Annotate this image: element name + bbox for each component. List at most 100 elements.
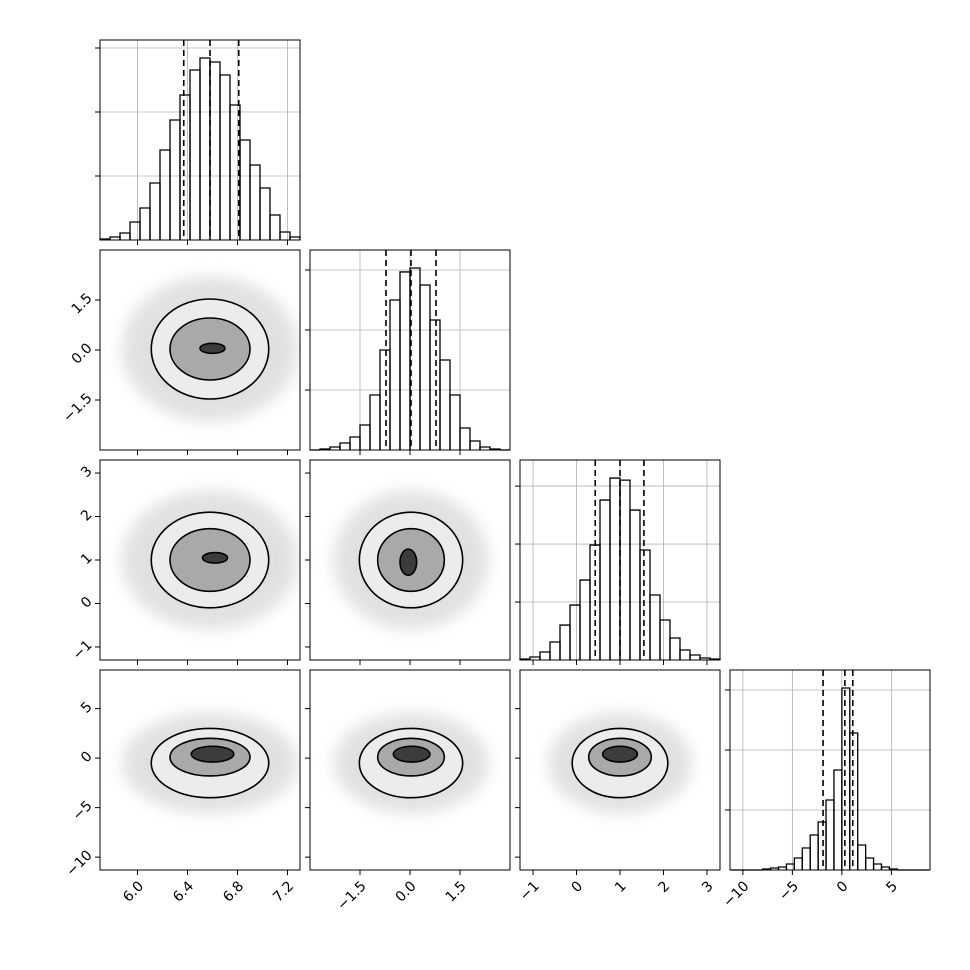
histogram-bin [539,651,551,660]
histogram-bin [149,182,161,240]
histogram-bin [659,619,671,660]
density-panel [121,276,299,422]
y-tick-label: 1 [78,550,96,568]
histogram-bin [239,139,251,240]
histogram-bin [669,637,681,660]
histogram-bin [369,394,381,450]
histogram-bin [279,231,291,240]
histogram-panel [725,670,930,871]
x-tick-label: −1 [517,878,543,904]
y-tick-label: −10 [63,847,95,879]
histogram-bin [189,69,201,240]
panel-frame [99,669,301,871]
histogram-bin [379,349,391,450]
histogram-bin [639,549,651,660]
contour [601,745,639,763]
histogram-panel [515,460,721,660]
histogram-bin [469,440,481,450]
x-tick-label: −10 [720,878,752,910]
histogram-bin [119,232,131,240]
histogram-bin [459,427,471,450]
density-panel [548,712,692,814]
histogram-bin [419,284,431,450]
contour [190,745,235,763]
histogram-bin [649,594,661,660]
y-tick-label: 0.0 [69,340,96,367]
histogram-bin [629,509,641,660]
x-tick-label: 7.2 [270,878,297,905]
x-tick-label: 1 [612,878,630,896]
histogram-bin [259,187,271,240]
histogram-bin [569,604,581,660]
histogram-bin [817,821,827,870]
x-tick-label: −5 [776,878,802,904]
density-panel [121,490,299,630]
histogram-bin [179,94,191,240]
panel-frame [729,669,931,871]
histogram-bin [864,857,875,870]
density-panel [333,490,489,630]
histogram-bin [549,641,561,660]
histogram-bin [449,394,461,450]
x-tick-label: 0.0 [393,878,420,905]
histogram-bin [359,424,371,450]
y-tick-label: 2 [78,507,96,525]
x-tick-label: −1.5 [334,878,369,913]
histogram-bin [809,834,819,870]
histogram-bin [872,863,883,870]
y-tick-label: 0 [78,594,96,612]
histogram-bin [139,207,151,240]
density-panel [121,712,299,814]
histogram-bin [849,732,859,870]
histogram-bin [439,359,451,450]
histogram-bin [579,579,591,660]
contour [392,745,431,763]
histogram-bin [689,654,701,660]
x-tick-label: 6.0 [120,878,147,905]
histogram-bin [129,221,141,240]
x-tick-label: 5 [883,878,901,896]
histogram-panel [305,250,510,451]
y-tick-label: 5 [78,699,96,717]
y-tick-label: −5 [70,798,96,824]
histogram-bin [399,271,411,450]
x-tick-label: 0 [569,878,587,896]
y-tick-label: 0 [78,748,96,766]
panel-frame [99,39,301,241]
x-tick-label: 6.4 [170,878,197,905]
y-tick-label: 1.5 [69,290,96,317]
histogram-bin [801,847,811,870]
density-panel [333,712,489,814]
histogram-bin [609,477,621,660]
histogram-bin [599,499,611,660]
x-tick-label: 3 [699,878,717,896]
y-tick-label: −1 [70,637,96,663]
histogram-bin [559,624,571,660]
histogram-bin [825,799,835,870]
histogram-bin [679,649,691,660]
contour [201,551,229,564]
histogram-bin [159,149,171,240]
histogram-bin [857,844,867,870]
histogram-bin [429,319,441,450]
y-tick-label: −1.5 [60,390,95,425]
histogram-panel [95,40,301,240]
x-tick-label: 6.8 [220,878,247,905]
histogram-bin [199,57,211,240]
histogram-bin [833,769,843,870]
histogram-bin [841,687,851,870]
x-tick-label: 0 [834,878,852,896]
histogram-bin [269,214,281,240]
x-tick-label: 2 [656,878,674,896]
y-tick-label: 3 [78,463,96,481]
histogram-bin [339,442,351,450]
histogram-bin [209,61,221,240]
contour [399,548,418,577]
histogram-bin [793,857,803,870]
histogram-bin [169,119,181,240]
contour [199,342,226,355]
histogram-bin [785,863,796,870]
histogram-bin [389,299,401,450]
x-tick-label: 1.5 [443,878,470,905]
